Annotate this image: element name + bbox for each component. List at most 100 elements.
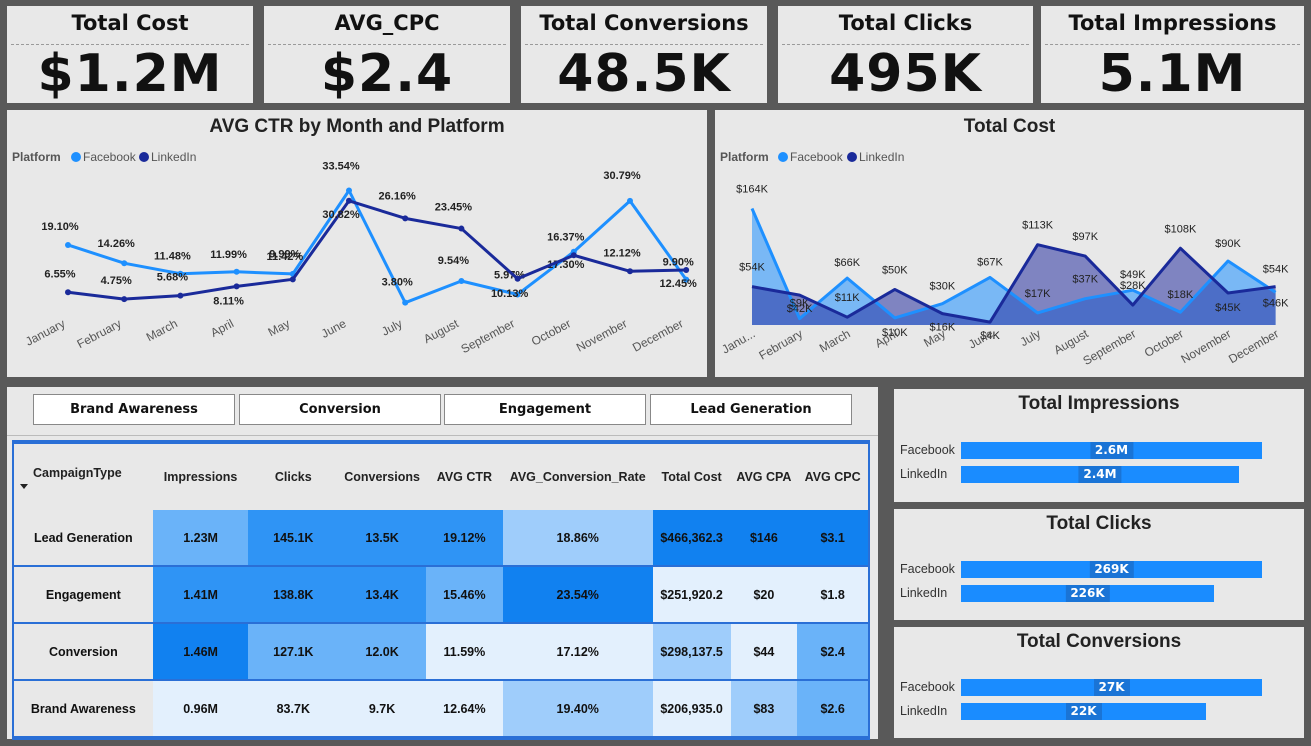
data-point[interactable] [346,197,352,204]
table-cell: 1.23M [152,510,249,567]
table-cell: 127.1K [248,623,339,681]
data-label: $49K [1120,269,1146,281]
table-row[interactable]: Brand Awareness 0.96M 83.7K 9.7K 12.64% 19.40… [14,680,868,738]
data-point[interactable] [458,225,465,232]
table-cell: $251,920.2 [652,566,731,624]
table-cell: 83.7K [248,680,339,738]
x-tick-label: September [1080,326,1138,367]
bar-facebook[interactable]: 2.6M [961,442,1262,459]
data-point[interactable] [121,296,128,303]
data-point[interactable] [570,252,577,259]
data-point[interactable] [346,187,352,194]
table-cell: 19.40% [502,680,653,738]
bar-facebook[interactable]: 27K [961,679,1262,696]
kpi-title: Total Impressions [1068,11,1277,35]
data-label: 16.37% [547,231,585,243]
data-label: 30.79% [603,170,641,182]
bar-linkedin[interactable]: 2.4M [961,466,1239,483]
table-cell: $3.1 [797,510,868,567]
series-line-facebook[interactable] [750,207,1277,321]
x-tick-label: January [23,316,67,348]
table-cell: $2.6 [797,680,868,738]
legend-facebook-marker [778,152,788,162]
x-tick-label: February [75,316,124,351]
bar-category-label: LinkedIn [900,467,948,481]
data-point[interactable] [514,291,521,298]
row-header-cell: Engagement [14,566,153,624]
data-point[interactable] [233,283,240,290]
data-point[interactable] [177,292,184,299]
col-header-campaigntype[interactable]: CampaignType [14,442,153,510]
col-header-total-cost[interactable]: Total Cost [652,442,731,510]
campaign-matrix: CampaignType Impressions Clicks Conversi… [12,440,870,740]
total-cost-area-chart[interactable]: Platform Facebook LinkedIn $164K $9K $66K $… [715,110,1304,377]
series-line-linkedin[interactable] [751,243,1276,324]
data-point[interactable] [402,215,409,222]
slicer-brand-awareness[interactable]: Brand Awareness [33,394,235,425]
series-line-linkedin[interactable] [67,199,687,301]
kpi-card-avg-cpc: AVG_CPC $2.4 [264,6,510,104]
bar-linkedin[interactable]: 22K [961,703,1206,720]
table-row[interactable]: Engagement 1.41M 138.8K 13.4K 15.46% 23.54% $2… [14,566,868,624]
col-header-avg-ctr[interactable]: AVG CTR [426,442,503,510]
legend-linkedin-label[interactable]: LinkedIn [859,150,904,164]
legend-linkedin-label[interactable]: LinkedIn [151,150,196,164]
x-tick-label: June [319,316,349,341]
slicer-lead-generation[interactable]: Lead Generation [650,394,852,425]
slicer-conversion[interactable]: Conversion [239,394,441,425]
legend-title: Platform [720,150,769,164]
table-row[interactable]: Lead Generation 1.23M 145.1K 13.5K 19.12% 18.… [14,510,868,567]
series-line-facebook[interactable] [67,189,688,305]
bar-category-label: LinkedIn [900,704,948,718]
data-label: $54K [739,262,765,274]
data-label: $164K [736,183,768,195]
col-header-conversions[interactable]: Conversions [338,442,427,510]
col-header-avg-cpc[interactable]: AVG CPC [797,442,868,510]
legend-facebook-label[interactable]: Facebook [83,150,137,164]
col-header-avg-cpa[interactable]: AVG CPA [730,442,798,510]
col-header-avg-conversion-rate[interactable]: AVG_Conversion_Rate [502,442,653,510]
table-cell: 138.8K [248,566,339,624]
data-label: $67K [977,256,1003,268]
kpi-card-total-impressions: Total Impressions 5.1M [1041,6,1304,104]
data-point[interactable] [627,197,633,204]
data-point[interactable] [514,275,521,282]
table-cell: $20 [730,566,798,624]
data-point[interactable] [402,299,409,306]
legend-facebook-label[interactable]: Facebook [790,150,844,164]
table-cell: 18.86% [502,510,653,567]
bar-linkedin[interactable]: 226K [961,585,1214,602]
sort-desc-icon[interactable] [20,483,28,489]
row-header-cell: Conversion [14,623,153,681]
bar-value-label: 27K [1093,679,1130,696]
data-point[interactable] [65,289,71,296]
data-label: $90K [1215,238,1241,250]
slicer-engagement[interactable]: Engagement [444,394,646,425]
table-row[interactable]: Conversion 1.46M 127.1K 12.0K 11.59% 17.12% $2… [14,623,868,681]
data-point[interactable] [458,278,465,285]
chart-title: Total Cost [963,116,1056,137]
data-label: 19.10% [41,221,79,233]
data-point[interactable] [65,241,71,248]
data-point[interactable] [121,260,128,267]
kpi-title: Total Cost [71,11,189,35]
data-point[interactable] [177,270,184,277]
col-header-impressions[interactable]: Impressions [152,442,249,510]
bar-facebook[interactable]: 269K [961,561,1262,578]
total-impressions-bar-panel: Total Impressions Facebook 2.6M LinkedIn 2.… [894,389,1304,502]
kpi-title: Total Conversions [539,11,749,35]
col-header-clicks[interactable]: Clicks [248,442,339,510]
data-label: 9.99% [269,248,300,260]
data-label: $28K [1120,280,1146,292]
table-cell: 19.12% [426,510,503,567]
data-point[interactable] [627,268,633,275]
total-conversions-bar-panel: Total Conversions Facebook 27K LinkedIn 22K [894,627,1304,738]
data-point[interactable] [683,276,690,283]
data-point[interactable] [233,268,240,275]
data-label: 11.99% [210,249,247,261]
x-tick-label: December [630,316,685,354]
data-point[interactable] [683,267,690,274]
data-point[interactable] [289,276,296,283]
avg-ctr-line-chart[interactable]: Platform Facebook LinkedIn 19.10% 14.26% 1… [7,110,707,377]
x-tick-label: Janu... [719,326,757,356]
